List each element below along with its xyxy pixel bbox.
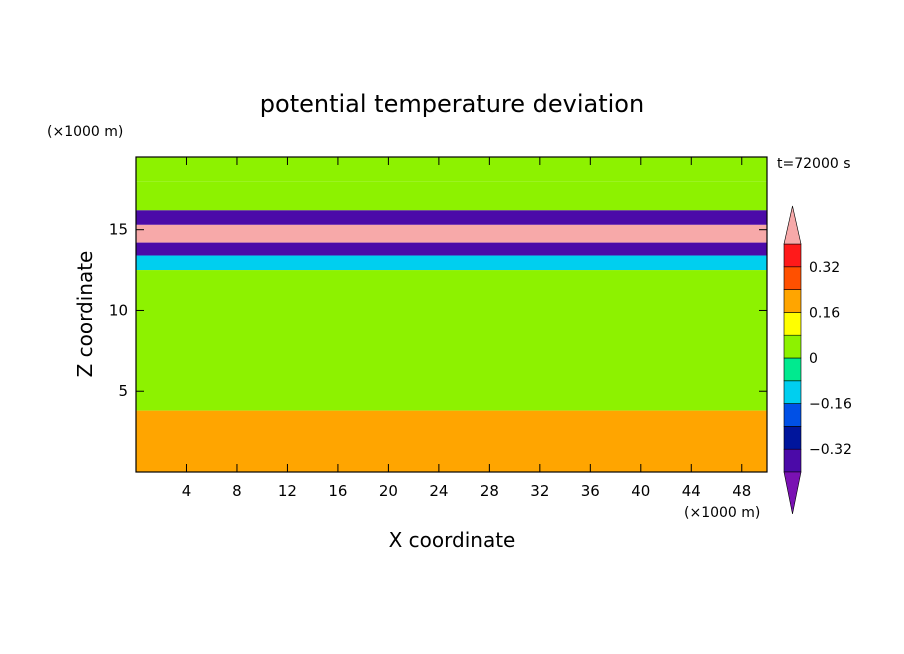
colorbar-segment	[783, 448, 802, 473]
x-tick-label: 40	[631, 482, 650, 500]
plot-frame	[135, 156, 768, 473]
x-tick-label: 24	[429, 482, 448, 500]
x-unit-label: (×1000 m)	[684, 505, 760, 521]
colorbar-segment	[783, 266, 802, 290]
y-unit-label: (×1000 m)	[47, 124, 123, 140]
colorbar-segment	[783, 403, 802, 427]
chart-title: potential temperature deviation	[260, 90, 644, 118]
field-band	[136, 157, 767, 182]
x-tick-label: 4	[182, 482, 192, 500]
colorbar-segment	[783, 357, 802, 382]
colorbar-segment	[783, 243, 802, 268]
field-band	[136, 181, 767, 211]
x-tick-label: 8	[232, 482, 242, 500]
field-band	[136, 270, 767, 411]
y-axis-label: Z coordinate	[73, 251, 97, 378]
colorbar-segment	[783, 289, 802, 313]
y-tick-label: 15	[109, 221, 128, 239]
colorbar-extend-low	[783, 471, 802, 515]
field-band	[136, 255, 767, 271]
x-axis: 4 8 12 16 20 24 28 32 36 40 44 48	[182, 157, 751, 500]
field-band	[136, 224, 767, 243]
x-tick-label: 12	[278, 482, 297, 500]
colorbar-segment	[783, 380, 802, 404]
time-label: t=72000 s	[777, 156, 851, 172]
contour-field	[136, 157, 767, 472]
y-axis: 5 10 15	[109, 221, 767, 400]
x-tick-label: 28	[480, 482, 499, 500]
x-tick-label: 32	[530, 482, 549, 500]
field-band	[136, 410, 767, 472]
x-tick-label: 36	[581, 482, 600, 500]
x-tick-label: 20	[379, 482, 398, 500]
x-tick-label: 44	[682, 482, 701, 500]
x-tick-label: 48	[732, 482, 751, 500]
colorbar: −0.32 −0.16 0 0.16 0.32	[783, 205, 852, 515]
colorbar-segment	[783, 312, 802, 336]
colorbar-tick-label: −0.16	[809, 397, 852, 413]
colorbar-tick-label: 0.32	[809, 260, 840, 276]
x-axis-label: X coordinate	[389, 528, 516, 552]
colorbar-segment	[783, 334, 802, 359]
x-tick-label: 16	[328, 482, 347, 500]
field-band	[136, 210, 767, 225]
y-tick-label: 5	[118, 382, 128, 400]
colorbar-tick-label: −0.32	[809, 442, 852, 458]
colorbar-extend-high	[783, 205, 802, 245]
colorbar-segment	[783, 426, 802, 450]
colorbar-tick-label: 0	[809, 351, 818, 367]
colorbar-tick-label: 0.16	[809, 305, 840, 321]
y-tick-label: 10	[109, 301, 128, 319]
field-band	[136, 242, 767, 256]
